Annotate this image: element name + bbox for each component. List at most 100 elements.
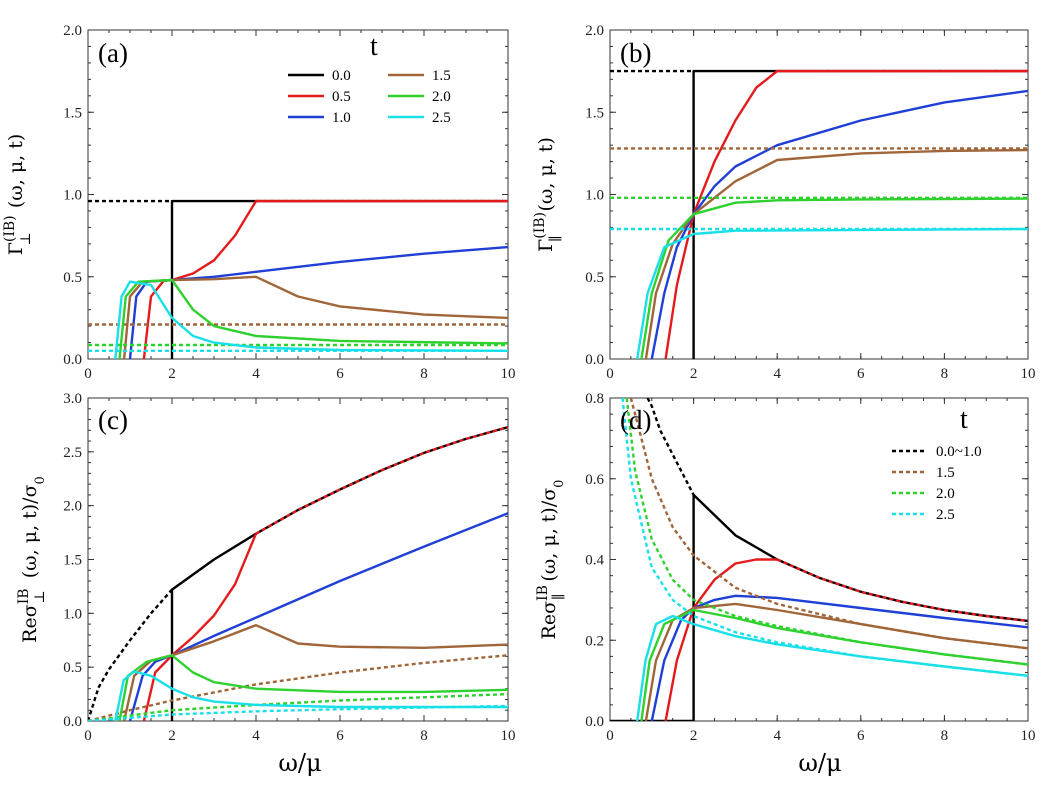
series-line-1-0	[128, 512, 508, 721]
y-tick-label: 1.0	[585, 188, 604, 204]
legend-label: 1.0	[332, 110, 351, 126]
series-line-1-5-dashed	[629, 398, 1028, 650]
legend: t 0.0 0.5 1.0 1.5 2.0 2.5	[288, 31, 451, 126]
y-tick-label: 1.5	[585, 105, 604, 121]
x-tick-label: 10	[501, 728, 516, 744]
y-tick-label: 3.0	[63, 391, 82, 407]
y-tick-label: 2.0	[63, 23, 82, 39]
x-tick-label: 8	[941, 366, 949, 382]
series-line-2-5	[636, 227, 1028, 359]
series-line-1-5	[644, 602, 1028, 721]
panel-label: (d)	[620, 405, 651, 435]
panel-b: 0 2 4 6 8 10 0.0 0.5 1.0 1.5 2.0 (b) Γ(IB)∥(ω, μ, t)	[532, 23, 1036, 382]
series-line-1-0	[650, 594, 1028, 721]
series-group	[610, 69, 1028, 359]
series-line-0-0	[170, 199, 508, 359]
y-tick-label: 2.0	[585, 23, 604, 39]
x-axis-label-left: ω/μ	[278, 749, 321, 777]
series-line-0-0-dashed	[646, 398, 695, 496]
series-line-2-0	[640, 197, 1028, 359]
y-tick-label: 2.0	[63, 499, 82, 515]
series-line-0-0	[692, 69, 1028, 359]
legend-label: 1.5	[432, 68, 451, 84]
y-tick-label: 1.5	[63, 105, 82, 121]
series-line-0-0	[170, 425, 508, 721]
x-tick-label: 2	[168, 366, 176, 382]
x-tick-label: 6	[336, 366, 344, 382]
panel-d: 0 2 4 6 8 10 0.0 0.2 0.4 0.6 0.8 (d) ReσIB∥(ω, μ, t)…	[535, 391, 1036, 744]
series-line-1-5	[122, 624, 508, 721]
legend-label: 0.0~1.0	[936, 444, 982, 460]
series-line-2-0	[640, 608, 1028, 721]
legend-label: 2.5	[432, 110, 451, 126]
series-line-1-5	[644, 148, 1028, 359]
x-tick-label: 0	[84, 728, 92, 744]
series-line-1-0	[128, 245, 508, 359]
x-tick-label: 0	[84, 366, 92, 382]
y-tick-label: 1.5	[63, 553, 82, 569]
legend-label: 1.5	[936, 465, 955, 481]
x-tick-label: 6	[857, 728, 865, 744]
y-tick-label: 2.5	[63, 445, 82, 461]
y-tick-label: 0.5	[585, 270, 604, 286]
legend-label: 0.0	[332, 68, 351, 84]
series-line-0-0-dashed	[88, 588, 173, 721]
x-tick-label: 2	[690, 728, 698, 744]
y-tick-label: 0.6	[585, 472, 604, 488]
series-group	[88, 425, 508, 721]
series-line-2-5	[114, 280, 508, 359]
x-tick-label: 4	[252, 728, 260, 744]
panel-c: 0 2 4 6 8 10 0.0 0.5 1.0 1.5 2.0 2.5 3.0 (c) ReσIB⊥(ω,…	[16, 391, 516, 744]
panel-label: (a)	[98, 38, 128, 68]
series-line-0-5-dashed	[776, 558, 1028, 623]
series-line-1-0	[650, 89, 1028, 359]
y-tick-label: 0.0	[63, 714, 82, 730]
series-line-0-5	[142, 533, 258, 721]
series-line-1-5-dashed	[88, 654, 508, 721]
series-group	[610, 398, 1028, 721]
series-line-1-5	[122, 275, 508, 359]
series-group	[88, 199, 508, 359]
y-axis-label: ReσIB∥(ω, μ, t)/σ0	[535, 480, 567, 640]
series-line-2-5-dashed	[88, 704, 508, 721]
series-line-2-5	[114, 670, 508, 721]
legend: t 0.0~1.0 1.5 2.0 2.5	[892, 404, 982, 523]
x-tick-label: 8	[941, 728, 949, 744]
legend-label: 2.0	[432, 89, 451, 105]
y-tick-label: 0.0	[585, 714, 604, 730]
series-line-2-0-dashed	[625, 398, 1028, 666]
x-tick-label: 4	[252, 366, 260, 382]
y-tick-label: 0.4	[585, 553, 604, 569]
series-line-0-5	[664, 69, 1028, 359]
x-tick-label: 6	[857, 366, 865, 382]
panel-label: (c)	[98, 405, 128, 435]
series-line-2-0	[118, 278, 508, 359]
legend-label: 2.0	[936, 486, 955, 502]
x-tick-label: 2	[168, 728, 176, 744]
series-line-0-5-dashed	[255, 425, 508, 535]
legend-label: 0.5	[332, 89, 351, 105]
panel-a: 0 2 4 6 8 10 0.0 0.5 1.0 1.5 2.0 (a) Γ(IB)⊥(ω, μ, t)…	[2, 23, 516, 382]
x-tick-label: 8	[420, 366, 428, 382]
x-tick-label: 0	[606, 728, 614, 744]
series-line-2-5-dashed	[621, 398, 1028, 677]
legend-title: t	[960, 404, 968, 435]
x-tick-label: 10	[501, 366, 516, 382]
x-tick-label: 10	[1021, 728, 1036, 744]
legend-label: 2.5	[936, 507, 955, 523]
legend-title: t	[370, 31, 378, 62]
x-tick-label: 10	[1021, 366, 1036, 382]
y-tick-label: 0.8	[585, 391, 604, 407]
x-tick-label: 2	[690, 366, 698, 382]
panel-label: (b)	[620, 38, 651, 68]
x-tick-label: 4	[773, 366, 781, 382]
series-line-2-5	[636, 614, 1028, 721]
series-line-0-5	[664, 558, 778, 721]
y-tick-label: 1.0	[63, 606, 82, 622]
x-tick-label: 6	[336, 728, 344, 744]
x-axis-label-right: ω/μ	[798, 749, 841, 777]
x-tick-label: 4	[773, 728, 781, 744]
y-tick-label: 1.0	[63, 188, 82, 204]
y-axis-label: ReσIB⊥(ω, μ, t)/σ0	[16, 476, 48, 643]
